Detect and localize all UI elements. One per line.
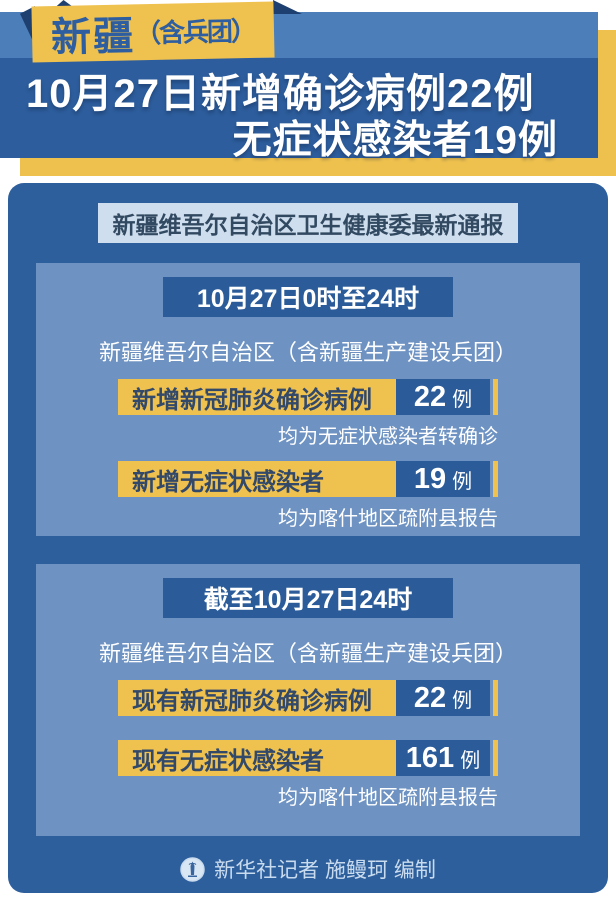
stat-label: 现有无症状感染者 [118, 740, 396, 776]
stat-value-box: 19 例 [396, 461, 490, 497]
stat-row-current-confirmed: 现有新冠肺炎确诊病例 22 例 [118, 680, 498, 716]
card-region: 新疆维吾尔自治区（含新疆生产建设兵团） [98, 340, 517, 365]
region-badge-name: 新疆 [50, 14, 136, 61]
stat-label: 新增新冠肺炎确诊病例 [118, 379, 396, 415]
stat-tick [493, 461, 498, 497]
stat-tick [493, 379, 498, 415]
credit-line: 新华社记者 施鳗珂 编制 [8, 854, 608, 884]
stat-tick [493, 740, 498, 776]
xinhua-logo-icon [180, 856, 205, 882]
card-region: 新疆维吾尔自治区（含新疆生产建设兵团） [98, 641, 517, 666]
stat-unit: 例 [460, 749, 481, 772]
stat-unit: 例 [452, 470, 473, 493]
main-title-line1: 10月27日新增确诊病例22例 [26, 72, 535, 116]
stat-note: 均为喀什地区疏附县报告 [278, 787, 498, 809]
stat-value-box: 161 例 [396, 740, 490, 776]
stat-row-new-asymptomatic: 新增无症状感染者 19 例 [118, 461, 498, 497]
report-panel: 新疆维吾尔自治区卫生健康委最新通报 10月27日0时至24时 新疆维吾尔自治区（… [8, 183, 608, 893]
stat-number: 161 [405, 741, 455, 774]
credit-text: 新华社记者 施鳗珂 编制 [214, 859, 436, 882]
panel-header: 新疆维吾尔自治区卫生健康委最新通报 [98, 203, 518, 243]
card-period: 10月27日0时至24时 [163, 277, 453, 317]
stat-unit: 例 [452, 689, 473, 712]
stat-label: 现有新冠肺炎确诊病例 [118, 680, 396, 716]
card-period: 截至10月27日24时 [163, 578, 453, 618]
stat-value-box: 22 例 [396, 379, 490, 415]
stat-number: 22 [413, 681, 447, 714]
stat-unit: 例 [452, 388, 473, 411]
stat-number: 22 [413, 380, 447, 413]
stat-note: 均为无症状感染者转确诊 [278, 426, 498, 448]
stat-note: 均为喀什地区疏附县报告 [278, 508, 498, 530]
region-badge-suffix: （含兵团） [134, 15, 256, 48]
stat-row-current-asymptomatic: 现有无症状感染者 161 例 [118, 740, 498, 776]
stat-number: 19 [413, 462, 447, 495]
title-banner: 10月27日新增确诊病例22例 无症状感染者19例 [0, 58, 598, 162]
card-current-total: 截至10月27日24时 新疆维吾尔自治区（含新疆生产建设兵团） 现有新冠肺炎确诊… [36, 564, 580, 836]
stat-tick [493, 680, 498, 716]
stat-row-new-confirmed: 新增新冠肺炎确诊病例 22 例 [118, 379, 498, 415]
card-daily-new: 10月27日0时至24时 新疆维吾尔自治区（含新疆生产建设兵团） 新增新冠肺炎确… [36, 263, 580, 536]
stat-label: 新增无症状感染者 [118, 461, 396, 497]
ribbon-fold-right [273, 0, 302, 14]
region-badge: 新疆 （含兵团） [31, 1, 275, 63]
main-title-line2: 无症状感染者19例 [232, 119, 558, 162]
stat-value-box: 22 例 [396, 680, 490, 716]
